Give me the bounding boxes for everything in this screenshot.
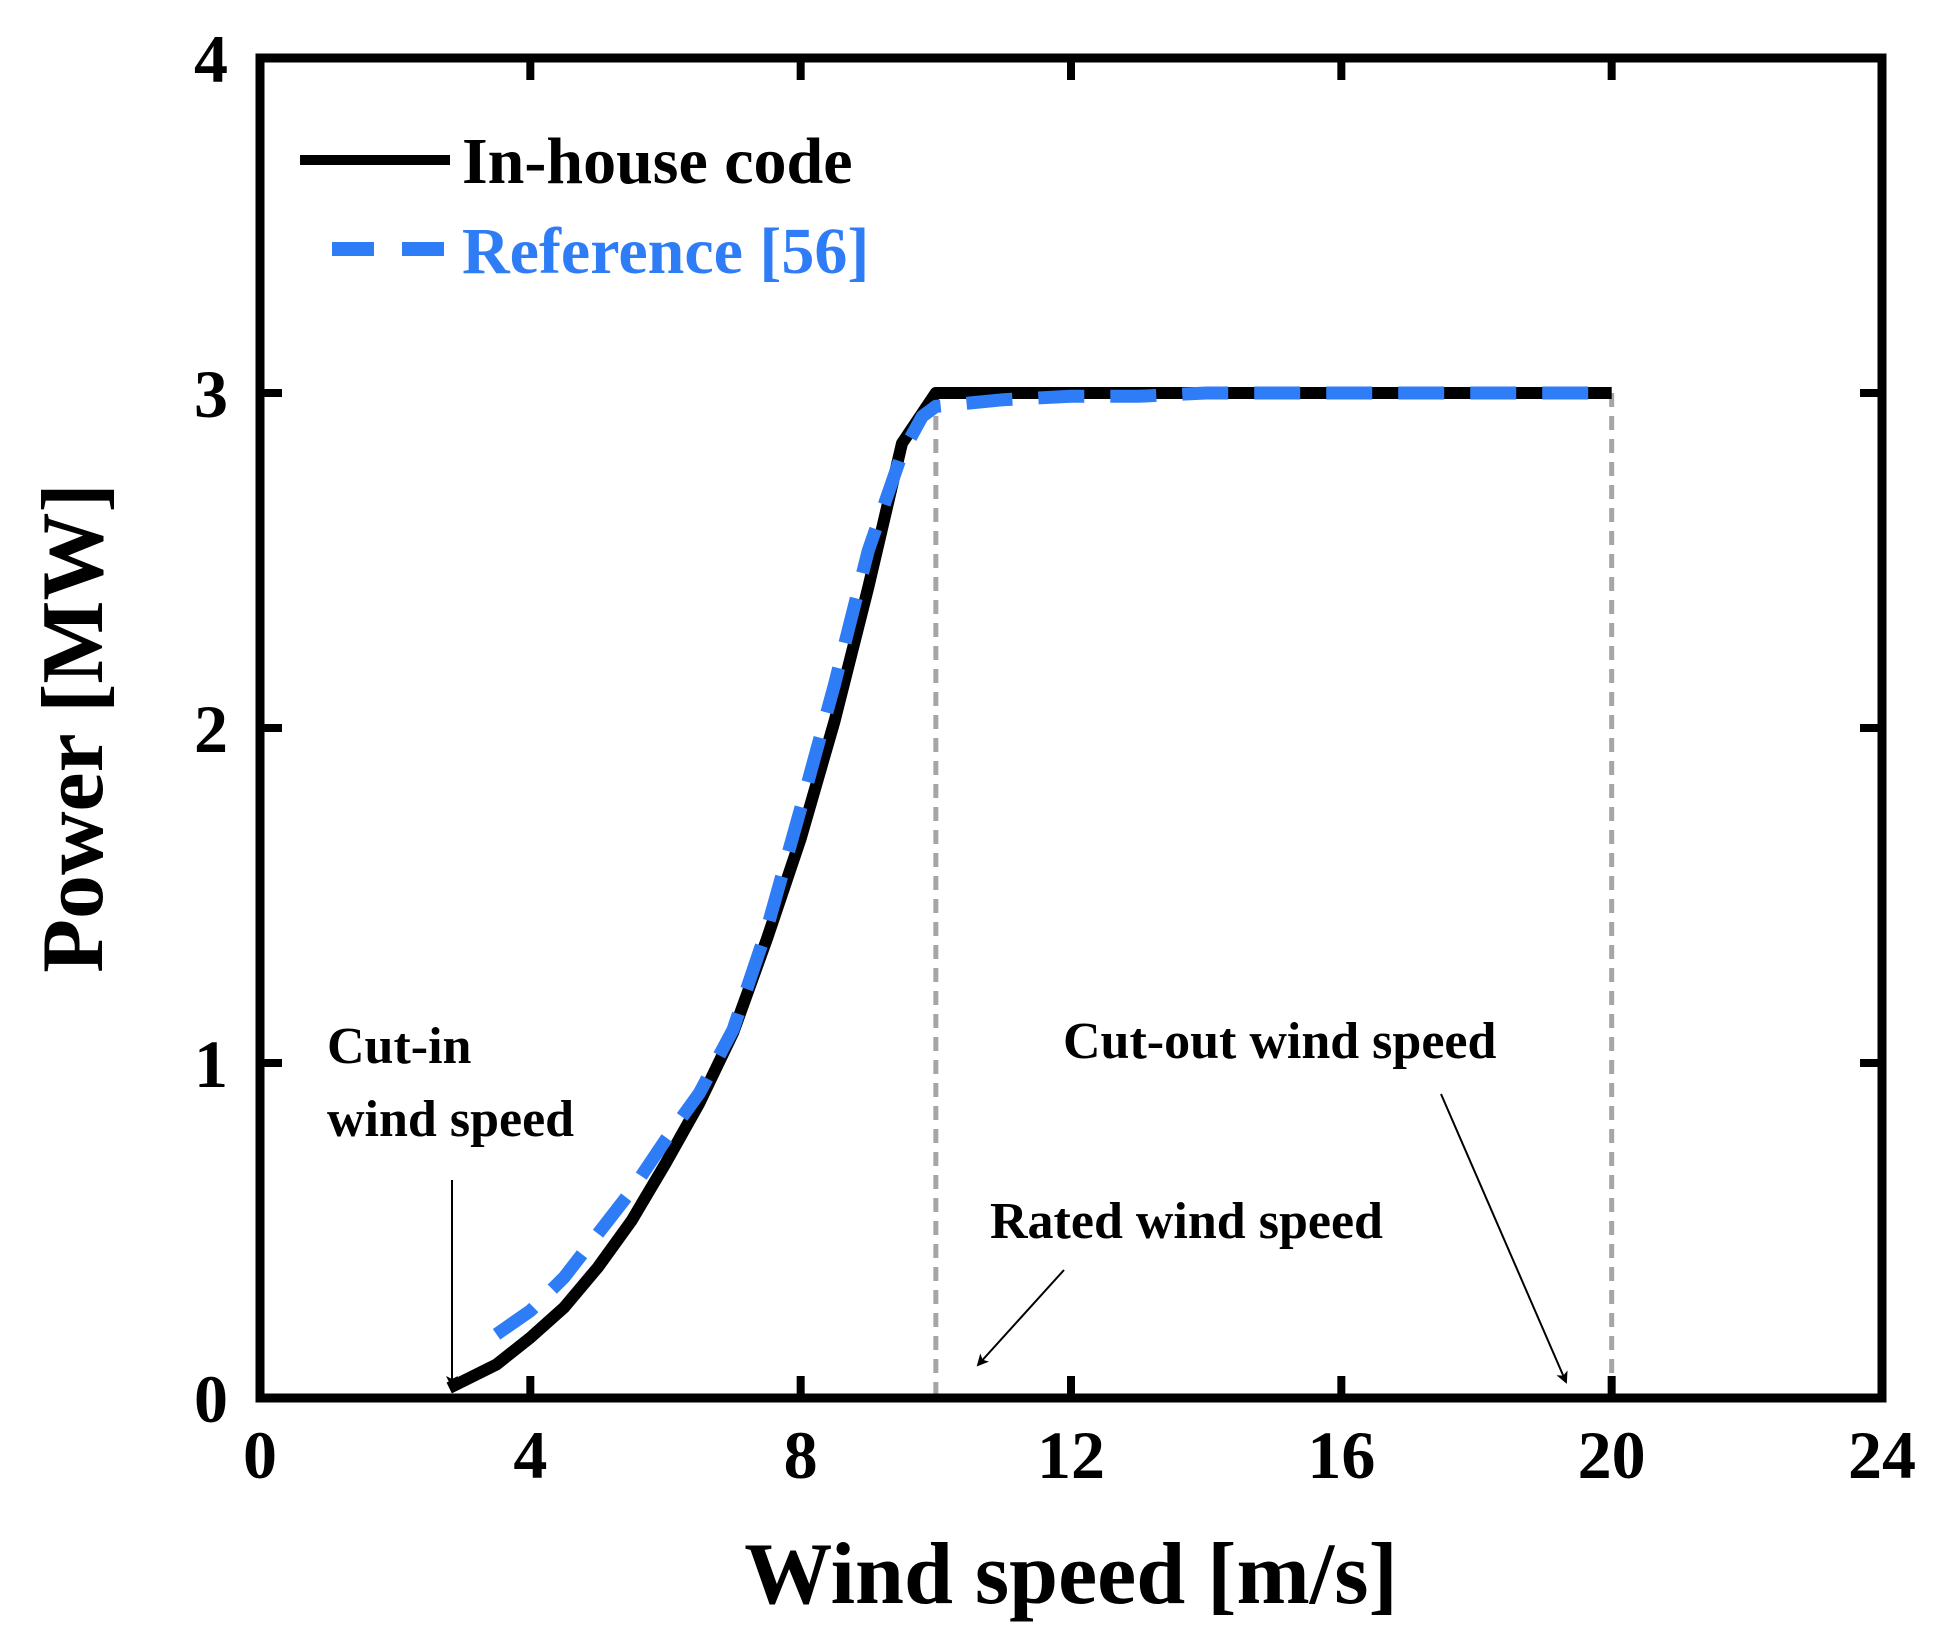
y-tick-label: 4 [194, 21, 228, 97]
annotation-cut-in-line-1: Cut-in [327, 1018, 472, 1075]
x-axis-label: Wind speed [m/s] [744, 1526, 1398, 1623]
x-tick-label: 4 [513, 1417, 547, 1493]
axis-ticks [260, 58, 1882, 1398]
x-tick-label: 24 [1848, 1417, 1916, 1493]
y-tick-label: 2 [194, 691, 228, 767]
y-tick-labels: 0 1 2 3 4 [194, 21, 228, 1437]
y-tick-label: 1 [194, 1026, 228, 1102]
legend-label-reference-56: Reference [56] [462, 215, 869, 288]
reference-lines [933, 393, 1615, 1398]
annotations: Cut-in wind speed Rated wind speed Cut-o… [327, 1013, 1568, 1388]
series-line-reference-56 [492, 386, 1612, 1340]
x-tick-label: 0 [243, 1417, 277, 1493]
y-tick-label: 0 [194, 1361, 228, 1437]
y-axis-label: Power [MW] [25, 483, 122, 973]
x-tick-label: 12 [1037, 1417, 1105, 1493]
arrow-cut-out-wind-speed [1440, 1093, 1568, 1384]
x-tick-labels: 0 4 8 12 16 20 24 [243, 1417, 1916, 1493]
legend-label-in-house-code: In-house code [462, 125, 853, 198]
x-tick-label: 8 [784, 1417, 818, 1493]
arrow-rated-wind-speed [976, 1269, 1065, 1367]
annotation-cut-in-line-2: wind speed [327, 1091, 574, 1148]
series-lines [446, 386, 1612, 1394]
y-tick-label: 3 [194, 356, 228, 432]
x-tick-label: 16 [1307, 1417, 1375, 1493]
annotation-rated-wind-speed: Rated wind speed [990, 1193, 1383, 1250]
annotation-cut-out-wind-speed: Cut-out wind speed [1063, 1013, 1496, 1070]
legend: In-house code Reference [56] [300, 125, 869, 288]
x-tick-label: 20 [1578, 1417, 1646, 1493]
